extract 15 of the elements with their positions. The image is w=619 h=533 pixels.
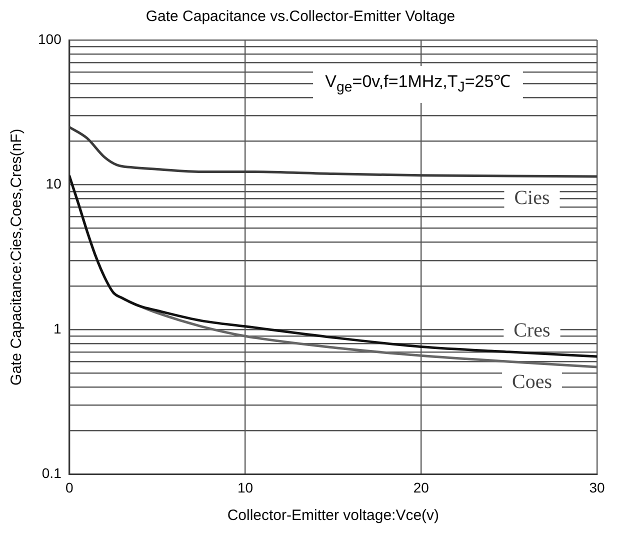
x-tick-label: 0: [65, 479, 74, 496]
chart-title: Gate Capacitance vs.Collector-Emitter Voltage: [146, 8, 456, 26]
x-tick-label: 30: [589, 479, 605, 496]
y-tick-label: 0.1: [42, 465, 62, 482]
series-label: Coes: [512, 370, 552, 393]
y-tick-label: 1: [54, 320, 62, 336]
x-axis-title: Collector-Emitter voltage:Vce(v): [227, 507, 440, 524]
series-label: Cies: [514, 187, 550, 210]
series-label: Cres: [514, 319, 551, 342]
y-axis-title: Gate Capacitance:Cies,Coes,Cres(nF): [8, 128, 26, 386]
x-tick-label: 20: [413, 479, 430, 496]
x-tick-label: 10: [237, 479, 254, 496]
y-tick-label: 10: [46, 176, 62, 192]
annotation: V$_{ge}$=0v,f=1MHz,T$_{J}$=25℃: [313, 66, 523, 104]
y-tick-label: 100: [38, 30, 62, 47]
